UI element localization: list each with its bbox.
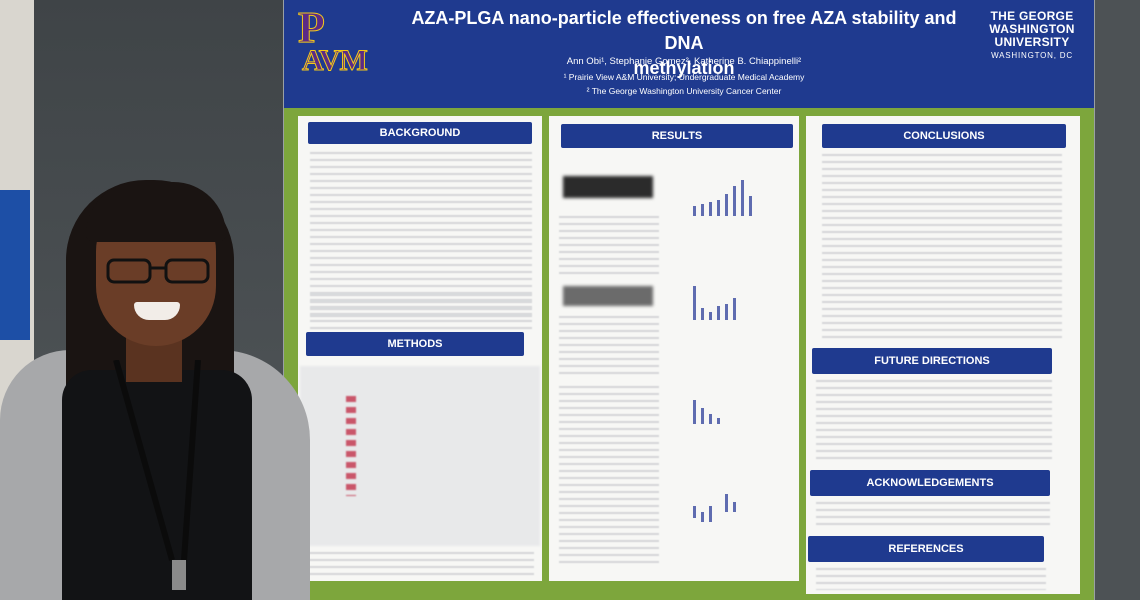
background-heading: BACKGROUND <box>308 122 532 144</box>
western-blot-image <box>563 286 653 306</box>
background-text <box>310 294 532 322</box>
person-hair-top <box>86 182 226 242</box>
acknowledgements-text <box>816 502 1050 528</box>
poster-column-right: CONCLUSIONS FUTURE DIRECTIONS ACKNOWLEDG… <box>806 116 1080 594</box>
poster-affiliation-2: ² The George Washington University Cance… <box>586 86 782 96</box>
gwu-logo-line: WASHINGTON <box>989 22 1075 36</box>
results-bar-figure <box>693 400 720 424</box>
methods-caption <box>308 552 534 576</box>
research-poster: P AVM THE GEORGE WASHINGTON UNIVERSITY WA… <box>284 0 1094 600</box>
display-board-right <box>1092 0 1140 600</box>
poster-column-left: BACKGROUND METHODS <box>298 116 542 581</box>
gwu-logo-sub: WASHINGTON, DC <box>991 51 1073 60</box>
results-bar-figure <box>693 494 736 522</box>
person-shirt <box>62 370 252 600</box>
poster-column-middle: RESULTS <box>549 116 799 581</box>
acknowledgements-heading: ACKNOWLEDGEMENTS <box>810 470 1050 496</box>
references-text <box>816 568 1046 590</box>
results-bar-figure <box>693 180 752 216</box>
pvam-logo: P AVM <box>298 3 369 78</box>
results-caption <box>559 316 659 376</box>
poster-header <box>284 0 1094 108</box>
results-bar-figure <box>693 286 736 320</box>
poster-title-line1: AZA-PLGA nano-particle effectiveness on … <box>411 8 957 53</box>
gwu-logo-line: UNIVERSITY <box>994 35 1070 49</box>
poster-title-line2: methylation <box>633 58 735 78</box>
western-blot-image <box>563 176 653 198</box>
future-directions-heading: FUTURE DIRECTIONS <box>812 348 1052 374</box>
references-heading: REFERENCES <box>808 536 1044 562</box>
results-caption <box>559 386 659 566</box>
methods-figure-bars <box>346 396 356 496</box>
poster-authors: Ann Obi¹, Stephanie Gomez², Katherine B.… <box>566 56 802 67</box>
booth-banner <box>0 190 30 340</box>
glasses-icon <box>106 258 210 284</box>
methods-heading: METHODS <box>306 332 524 356</box>
methods-figure <box>300 366 540 546</box>
results-figures <box>693 180 752 522</box>
results-heading: RESULTS <box>561 124 793 148</box>
lanyard-icon <box>113 360 201 590</box>
gwu-logo: THE GEORGE WASHINGTON UNIVERSITY WASHING… <box>984 10 1080 66</box>
results-caption <box>559 216 659 276</box>
gwu-logo-line: THE GEORGE <box>990 9 1074 23</box>
future-directions-text <box>816 380 1052 462</box>
poster-title: AZA-PLGA nano-particle effectiveness on … <box>394 6 974 81</box>
conclusions-heading: CONCLUSIONS <box>822 124 1066 148</box>
person-smile <box>134 302 180 320</box>
conclusions-text <box>822 154 1062 340</box>
poster-affiliation-1: ¹ Prairie View A&M University; Undergrad… <box>563 72 805 82</box>
